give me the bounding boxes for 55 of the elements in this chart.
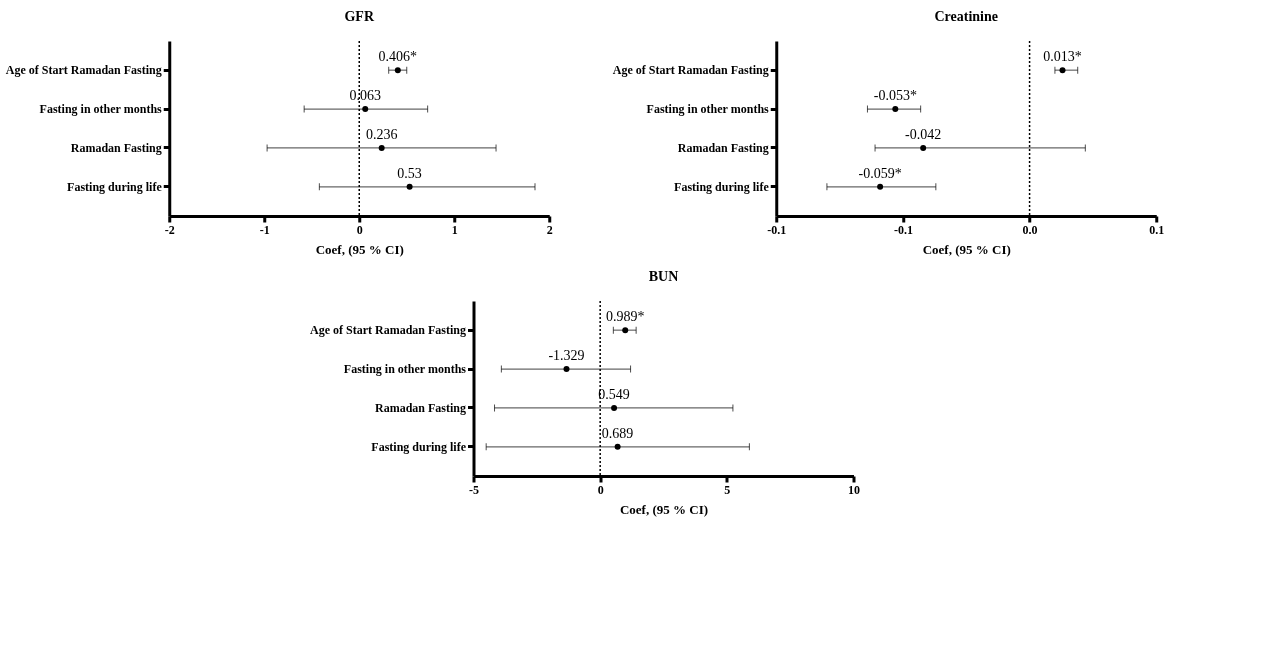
point (362, 106, 369, 113)
point (563, 366, 570, 373)
y-tick-label: Age of Start Ramadan Fasting (5, 63, 162, 78)
y-tick-label: Fasting in other months (646, 102, 770, 117)
point (622, 327, 629, 334)
x-tick-label: 1 (451, 222, 458, 237)
chart-title: BUN (648, 269, 679, 285)
x-tick-label: -0.1 (893, 222, 913, 237)
chart-title: GFR (344, 9, 375, 25)
y-tick-label: Fasting during life (371, 439, 467, 454)
data-label: -0.059* (858, 165, 902, 181)
point (378, 144, 385, 151)
point (406, 183, 413, 190)
data-label: 0.406* (378, 49, 418, 65)
y-tick-label: Ramadan Fasting (374, 400, 466, 415)
x-tick-label: -1 (259, 222, 270, 237)
x-axis-title: Coef, (95 % CI) (922, 241, 1011, 257)
point (611, 404, 618, 411)
point (614, 443, 621, 450)
data-label: -0.053* (873, 88, 917, 104)
data-label: 0.063 (349, 88, 381, 104)
point (394, 67, 401, 74)
y-tick-label: Age of Start Ramadan Fasting (612, 63, 769, 78)
data-label: 0.236 (365, 126, 398, 142)
data-label: 0.549 (598, 386, 630, 402)
y-tick-label: Fasting during life (674, 179, 770, 194)
x-tick-label: 5 (724, 482, 731, 497)
y-tick-label: Ramadan Fasting (70, 140, 162, 155)
y-tick-label: Fasting in other months (39, 102, 163, 117)
x-tick-label: -2 (164, 222, 175, 237)
x-tick-label: 0.1 (1149, 222, 1165, 237)
y-tick-label: Fasting in other months (343, 362, 467, 377)
x-tick-label: 0 (597, 482, 604, 497)
data-label: -1.329 (548, 348, 585, 364)
x-tick-label: 0 (356, 222, 363, 237)
x-axis-title: Coef, (95 % CI) (619, 501, 709, 517)
chart-title: Creatinine (934, 9, 999, 25)
data-label: -0.042 (905, 126, 942, 142)
data-label: 0.989* (605, 309, 645, 325)
y-tick-label: Age of Start Ramadan Fasting (310, 323, 466, 338)
x-tick-label: 10 (848, 482, 860, 497)
x-axis-title: Coef, (95 % CI) (315, 241, 404, 257)
x-tick-label: 0.0 (1022, 222, 1038, 237)
x-tick-label: 2 (546, 222, 553, 237)
data-label: 0.689 (601, 425, 634, 441)
x-tick-label: -5 (469, 482, 479, 497)
data-label: 0.53 (397, 165, 422, 181)
point (1059, 67, 1066, 74)
data-label: 0.013* (1043, 49, 1082, 65)
point (877, 183, 884, 190)
point (920, 144, 927, 151)
x-tick-label: -0.1 (767, 222, 787, 237)
y-tick-label: Ramadan Fasting (677, 140, 769, 155)
point (892, 106, 899, 113)
y-tick-label: Fasting during life (67, 179, 163, 194)
